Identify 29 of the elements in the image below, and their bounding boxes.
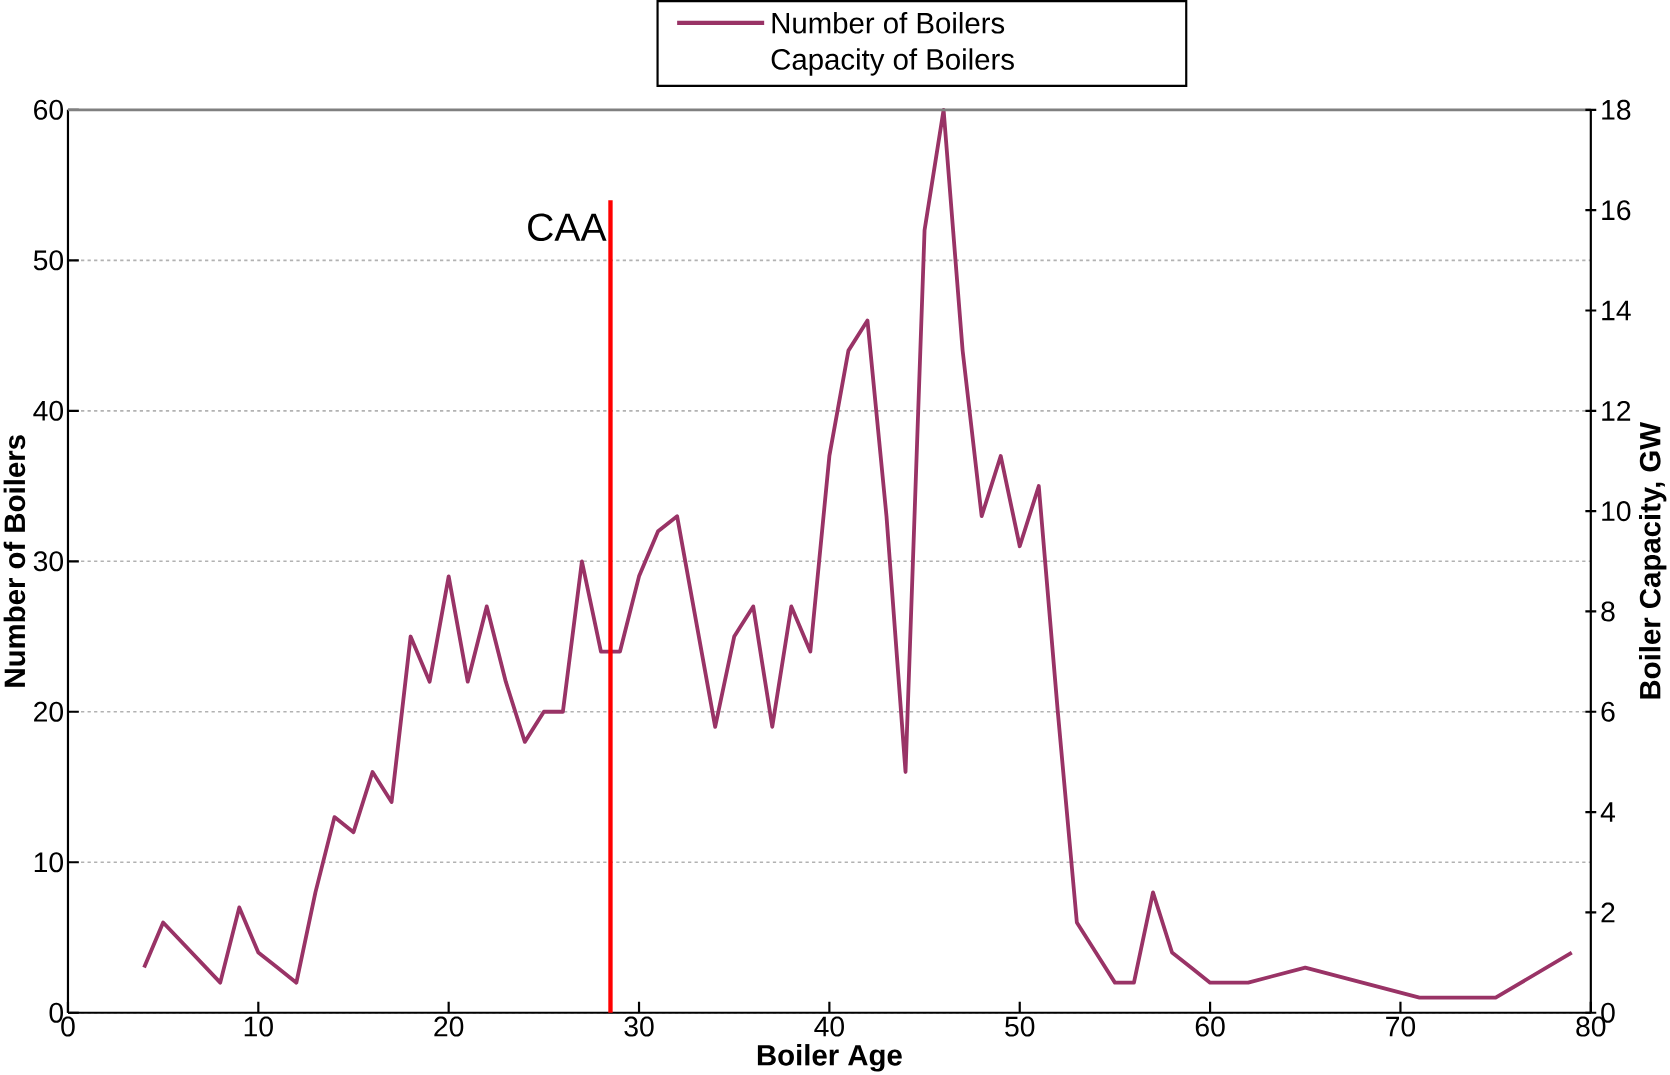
- text: Capacity of Boilers: [771, 48, 1014, 76]
- y-tick-label: 50: [33, 250, 64, 271]
- x-tick-label: 40: [814, 1016, 844, 1037]
- x-axis-title: Boiler Age: [757, 1043, 902, 1072]
- y-tick-label: 20: [34, 701, 64, 722]
- y-tick-label: 40: [33, 400, 64, 421]
- y2-tick-label: 18: [1602, 99, 1631, 120]
- y-tick-label: 30: [33, 551, 64, 572]
- y2-tick-label: 2: [1601, 902, 1615, 923]
- ref-line-label: CAA: [528, 213, 607, 241]
- y2-tick-label: 12: [1602, 400, 1631, 421]
- y2-tick-label: 8: [1601, 601, 1615, 622]
- y2-axis-title: Boiler Capacity, GW: [1639, 421, 1667, 699]
- x-tick-label: 70: [1386, 1016, 1416, 1037]
- y2-tick-label: 16: [1602, 200, 1631, 221]
- x-tick-label: 30: [624, 1016, 654, 1037]
- y-tick-label: 10: [34, 852, 64, 873]
- x-tick-label: 50: [1005, 1016, 1035, 1037]
- y2-tick-label: 10: [1602, 501, 1631, 522]
- y2-tick-label: 14: [1602, 300, 1631, 321]
- y2-tick-label: 4: [1600, 802, 1616, 822]
- y2-tick-label: 6: [1601, 701, 1615, 722]
- x-tick-label: 60: [1195, 1016, 1225, 1037]
- legend-label: Number of Boilers: [772, 11, 1005, 34]
- y-axis-title: Number of Boilers: [3, 435, 26, 687]
- y-tick-label: 60: [34, 99, 64, 120]
- y-tick-label: 0: [49, 1002, 64, 1023]
- x-tick-label: 10: [244, 1016, 273, 1037]
- x-tick-label: 20: [434, 1016, 464, 1037]
